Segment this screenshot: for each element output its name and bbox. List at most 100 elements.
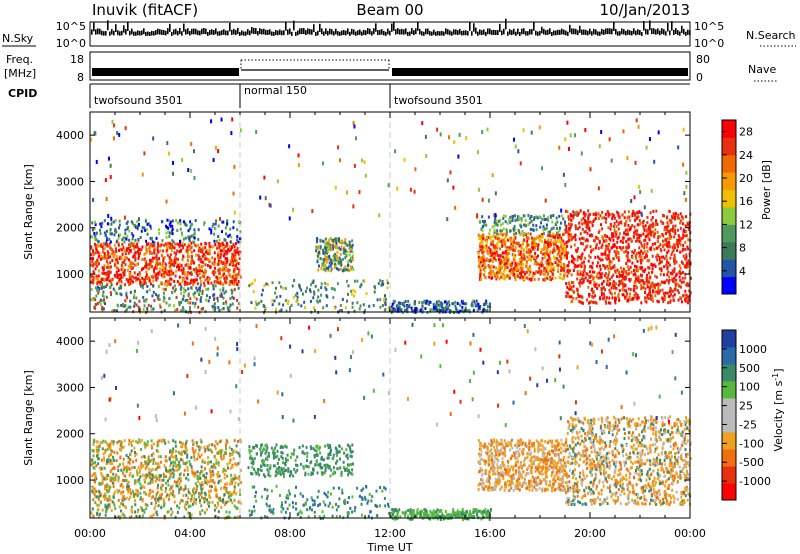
power-cell: [504, 257, 507, 261]
power-cell: [579, 209, 582, 213]
power-cell: [113, 220, 116, 224]
power-cell: [326, 242, 329, 246]
power-cell: [585, 220, 588, 224]
power-cell: [122, 246, 125, 250]
power-cell: [116, 303, 119, 307]
power-cell: [567, 260, 570, 264]
date-title: 10/Jan/2013: [600, 1, 691, 19]
power-cell: [186, 298, 189, 302]
power-cell: [645, 300, 648, 304]
power-cell: [584, 218, 587, 222]
power-cell: [170, 261, 173, 265]
power-cell: [170, 244, 173, 248]
power-cell: [168, 255, 171, 259]
power-cell: [491, 173, 494, 178]
noise-sample: [145, 31, 147, 36]
velocity-cell: [219, 479, 222, 483]
power-cell: [348, 243, 351, 247]
noise-sample: [211, 29, 213, 35]
power-cell: [519, 271, 522, 275]
power-cell: [216, 278, 219, 282]
power-cell: [505, 230, 508, 234]
power-cell: [202, 307, 205, 311]
power-cell: [178, 283, 181, 287]
power-cell: [153, 269, 156, 273]
velocity-cell: [217, 450, 220, 454]
noise-sample: [153, 31, 155, 36]
power-cell: [327, 265, 330, 269]
power-cell: [529, 258, 532, 262]
power-cell: [168, 222, 171, 226]
velocity-cell: [154, 501, 157, 505]
velocity-cell: [112, 485, 115, 489]
velocity-cell: [169, 450, 172, 454]
power-cell: [552, 272, 555, 276]
power-cell: [620, 266, 623, 270]
power-cell: [578, 221, 581, 225]
power-cell: [634, 239, 637, 243]
power-cell: [513, 232, 516, 236]
power-cell: [608, 288, 611, 292]
power-cell: [657, 130, 660, 135]
velocity-cell: [166, 469, 169, 473]
velocity-cell: [138, 468, 141, 472]
power-cell: [125, 277, 128, 281]
power-cell: [156, 276, 159, 280]
power-cell: [663, 281, 666, 285]
power-cell: [507, 238, 510, 242]
power-cell: [337, 145, 340, 150]
power-cell: [232, 220, 235, 224]
power-cell: [583, 266, 586, 270]
power-cell: [664, 291, 667, 295]
power-cell: [209, 265, 212, 269]
power-cell: [651, 264, 654, 268]
velocity-cell: [92, 442, 95, 446]
power-cell: [113, 243, 116, 247]
power-cell: [533, 253, 536, 257]
power-cell: [440, 305, 443, 309]
power-cell: [219, 288, 222, 292]
power-cell: [353, 163, 356, 168]
power-cell: [220, 220, 223, 224]
noise-sample: [113, 30, 115, 36]
power-cell: [107, 156, 110, 161]
power-cell: [682, 243, 685, 247]
power-cell: [492, 265, 495, 269]
power-cell: [437, 303, 440, 307]
power-cell: [106, 250, 109, 254]
velocity-cell: [92, 461, 95, 465]
power-cell: [513, 258, 516, 262]
power-cell: [595, 235, 598, 239]
noise-sample: [317, 30, 319, 36]
power-cell: [163, 243, 166, 247]
power-cell: [471, 301, 474, 305]
power-cell: [98, 300, 101, 304]
velocity-cell: [101, 478, 104, 482]
power-cell: [651, 285, 654, 289]
power-cell: [163, 274, 166, 278]
power-cell: [351, 250, 354, 254]
power-cell: [663, 265, 666, 269]
power-cell: [656, 239, 659, 243]
power-cell: [121, 266, 124, 270]
power-cell: [325, 246, 328, 250]
power-cell: [104, 178, 107, 183]
velocity-cell: [148, 474, 151, 478]
power-cell: [94, 234, 97, 238]
power-cell: [605, 296, 608, 300]
power-cell: [551, 262, 554, 266]
power-cell: [218, 244, 221, 248]
power-cell: [528, 221, 531, 225]
power-cell: [187, 292, 190, 296]
power-cell: [153, 241, 156, 245]
power-cell: [109, 270, 112, 274]
power-cell: [513, 271, 516, 275]
power-cell: [414, 167, 417, 172]
noise-sample: [593, 28, 595, 35]
velocity-cell: [129, 495, 132, 499]
power-cell: [180, 268, 183, 272]
power-cell: [518, 230, 521, 234]
power-cell: [583, 256, 586, 260]
power-cell: [533, 218, 536, 222]
power-cell: [480, 249, 483, 253]
